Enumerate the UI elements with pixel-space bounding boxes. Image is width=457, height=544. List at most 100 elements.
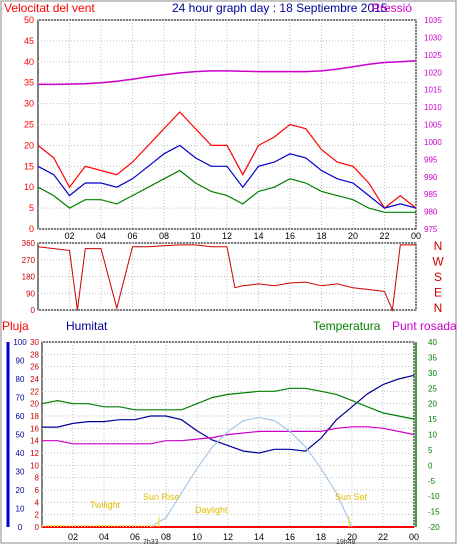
wind-x-tick-label: 04 [96, 231, 106, 241]
series-dewpoint-line [42, 426, 415, 445]
rain-y-tick-label: 8 [35, 474, 40, 483]
pressure-y-tick-label: 985 [424, 190, 438, 199]
rain-label: Pluja [2, 319, 29, 333]
compass-label-S: S [434, 270, 442, 284]
pressure-y-tick-label: 1000 [424, 138, 442, 147]
rain-y-tick-label: 26 [30, 363, 39, 372]
wind-y-tick-label: 0 [29, 224, 34, 234]
wind-x-tick-label: 18 [316, 231, 326, 241]
pressure-y-tick-label: 995 [424, 155, 438, 164]
wind-y-tick-label: 10 [24, 182, 34, 192]
wind-y-tick-label: 25 [24, 120, 34, 130]
sunset-label: Sun Set [335, 492, 368, 502]
compass-label-W: W [432, 255, 444, 269]
wind-x-tick-label: 06 [127, 231, 137, 241]
pressure-y-tick-label: 1025 [424, 51, 442, 60]
rain-y-tick-label: 4 [35, 498, 40, 507]
direction-y-tick-label: 270 [22, 256, 36, 265]
series-min-line [37, 169, 416, 213]
rain-y-tick-label: 24 [30, 375, 39, 384]
weather-x-tick-label: 04 [99, 532, 109, 542]
temperature-y-tick-label: -15 [428, 508, 440, 517]
direction-y-tick-label: 360 [22, 239, 36, 248]
humidity-y-ticks: 0 10 20 30 40 50 60 70 80 90 100 [13, 338, 27, 532]
rain-y-tick-label: 30 [30, 338, 39, 347]
weather-x-tick-label: 10 [192, 532, 202, 542]
direction-gridlines [38, 242, 417, 311]
dewpoint-label: Punt rosada [392, 319, 457, 333]
wind-x-tick-label: 02 [64, 231, 74, 241]
direction-y-ticks: 0 90 180 270 360 [22, 239, 36, 315]
temperature-y-tick-label: 25 [428, 384, 437, 393]
pressure-y-tick-label: 1010 [424, 103, 442, 112]
humidity-y-tick-label: 90 [16, 357, 25, 366]
series-humidity-line [42, 374, 415, 454]
wind-x-tick-label: 10 [190, 231, 200, 241]
weather-x-tick-label: 12 [223, 532, 233, 542]
wind-y-tick-label: 30 [24, 99, 34, 109]
direction-y-tick-label: 0 [31, 306, 36, 315]
temperature-y-tick-label: 10 [428, 431, 437, 440]
wind-x-tick-label: 08 [159, 231, 169, 241]
wind-y-tick-label: 5 [29, 203, 34, 213]
humidity-y-tick-label: 40 [16, 449, 25, 458]
weather-x-tick-label: 22 [378, 532, 388, 542]
pressure-y-tick-label: 1030 [424, 33, 442, 42]
compass-label-N: N [434, 301, 443, 315]
direction-y-tick-label: 180 [22, 273, 36, 282]
pressure-y-tick-label: 1005 [424, 121, 442, 130]
wind-y-tick-label: 50 [24, 15, 34, 25]
rain-y-tick-label: 16 [30, 424, 39, 433]
humidity-y-tick-label: 100 [13, 338, 27, 347]
humidity-y-tick-label: 30 [16, 468, 25, 477]
compass-label-E: E [434, 286, 442, 300]
rain-y-tick-label: 6 [35, 486, 40, 495]
twilight-label: Twilight [90, 500, 121, 510]
series-sun-line [150, 416, 353, 528]
humidity-y-tick-label: 10 [16, 505, 25, 514]
temperature-y-tick-label: -20 [428, 523, 440, 532]
series-pressure-line [38, 60, 417, 86]
humidity-label: Humitat [66, 319, 108, 333]
weather-x-tick-label: 16 [285, 532, 295, 542]
temperature-y-tick-label: 0 [428, 461, 433, 470]
weather-x-tick-label: 18 [316, 532, 326, 542]
weather-gridlines [42, 341, 415, 528]
temperature-y-tick-label: 20 [428, 400, 437, 409]
wind-y-tick-label: 20 [24, 140, 34, 150]
compass-label-N: N [434, 239, 443, 253]
pressure-y-tick-label: 1020 [424, 68, 442, 77]
pressure-y-ticks: 975 980 985 990 995 1000 1005 1010 1015 1020 1025 1… [424, 16, 442, 234]
wind-y-ticks: 0 5 10 15 20 25 30 35 40 45 50 [24, 15, 34, 234]
rain-y-tick-label: 28 [30, 350, 39, 359]
rain-y-tick-label: 20 [30, 400, 39, 409]
wind-direction-line [37, 244, 416, 312]
wind-x-tick-label: 20 [348, 231, 358, 241]
weather-x-ticks: 02 04 06 08 10 12 14 16 18 20 22 00 [68, 532, 419, 542]
rain-y-tick-label: 10 [30, 461, 39, 470]
rain-y-tick-label: 14 [30, 437, 39, 446]
weather-x-tick-label: 00 [409, 532, 419, 542]
pressure-y-tick-label: 1035 [424, 16, 442, 25]
wind-x-tick-label: 12 [222, 231, 232, 241]
humidity-y-tick-label: 50 [16, 431, 25, 440]
wind-x-tick-label: 14 [253, 231, 263, 241]
weather-series [41, 374, 415, 528]
sunrise-label: Sun Rise [143, 492, 180, 502]
pressure-y-tick-label: 990 [424, 173, 438, 182]
direction-y-tick-label: 90 [26, 289, 35, 298]
wind-x-tick-label: 22 [379, 231, 389, 241]
temperature-y-ticks: -20 -15 -10 -5 0 5 10 15 20 25 30 35 40 [428, 338, 440, 532]
sunset-time: 19h48 [336, 539, 356, 544]
humidity-y-tick-label: 0 [18, 523, 23, 532]
wind-x-tick-label: 00 [411, 231, 421, 241]
humidity-y-tick-label: 80 [16, 375, 25, 384]
wind-x-tick-label: 16 [285, 231, 295, 241]
temperature-y-tick-label: 15 [428, 415, 437, 424]
humidity-y-tick-label: 60 [16, 412, 25, 421]
temperature-label: Temperatura [313, 319, 381, 333]
temperature-y-tick-label: 40 [428, 338, 437, 347]
